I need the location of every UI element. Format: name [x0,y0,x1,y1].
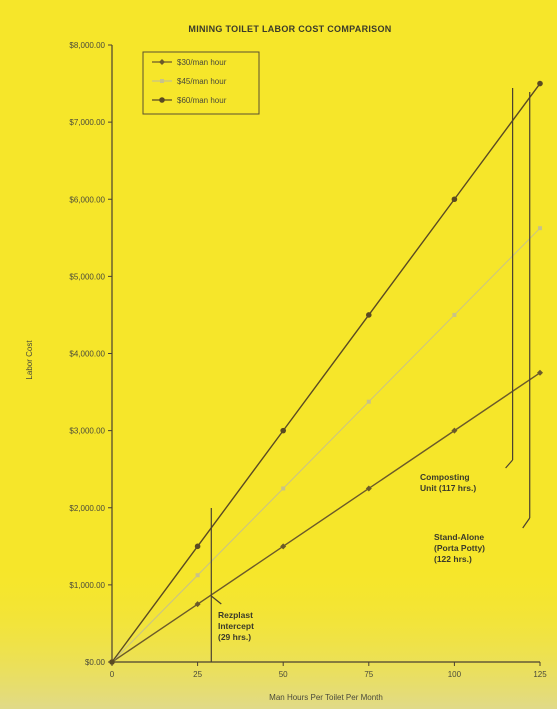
series-line-0 [111,372,541,663]
data-point [194,543,201,550]
data-point [281,486,286,491]
legend-entry: $30/man hour [177,58,227,67]
data-point [195,573,200,578]
data-point [365,485,372,492]
background-fade [0,560,557,709]
x-tick-label: 25 [193,670,202,679]
series-line-1 [111,227,541,663]
y-tick-label: $3,000.00 [69,427,105,436]
data-point [194,601,201,608]
y-tick-label: $7,000.00 [69,118,105,127]
data-point [366,399,371,404]
data-point [537,369,543,376]
y-tick-label: $4,000.00 [69,350,105,359]
chart-title: MINING TOILET LABOR COST COMPARISON [188,24,391,34]
data-point [452,312,457,317]
y-axis-label: Labor Cost [25,340,34,380]
annotation-label: Intercept [218,621,254,631]
legend-marker [160,79,164,83]
x-tick-label: 100 [448,670,462,679]
annotation-hook [210,595,222,605]
data-point [451,427,458,434]
data-point [451,196,458,203]
plot-axes [108,44,541,666]
series-line-2 [111,83,541,663]
data-point [538,226,542,231]
legend-box [142,51,260,115]
y-tick-label: $5,000.00 [69,272,105,281]
legend-entry: $60/man hour [177,96,227,105]
annotation-label: Rezplast [218,610,253,620]
annotation-label: (122 hrs.) [434,554,472,564]
tick-labels: $0.00 $1,000.00 $2,000.00 $3,000.00 $4,000.0… [69,41,547,679]
annotation-hook [505,459,514,469]
y-tick-label: $2,000.00 [69,504,105,513]
legend: $30/man hour $45/man hour $60/man hour [142,51,260,115]
annotation-label: (29 hrs.) [218,632,251,642]
data-point [537,80,543,87]
data-point [280,427,287,434]
data-point [280,543,287,550]
annotation-label: Unit (117 hrs.) [420,483,476,493]
data-point [109,659,115,665]
x-tick-label: 50 [279,670,288,679]
legend-marker [159,59,165,65]
x-tick-label: 125 [533,670,547,679]
series-layer [109,80,543,665]
legend-entry: $45/man hour [177,77,227,86]
annotation-label: Composting [420,472,470,482]
annotation-label: (Porta Potty) [434,543,485,553]
annotation-label: Stand-Alone [434,532,484,542]
x-tick-label: 0 [110,670,115,679]
y-tick-label: $0.00 [85,658,106,667]
x-axis-label: Man Hours Per Toilet Per Month [269,693,383,702]
legend-marker [159,97,165,103]
annotation-hook [522,517,531,529]
y-tick-label: $8,000.00 [69,41,105,50]
y-tick-label: $1,000.00 [69,581,105,590]
y-tick-label: $6,000.00 [69,195,105,204]
data-point [366,312,372,318]
x-tick-label: 75 [364,670,373,679]
